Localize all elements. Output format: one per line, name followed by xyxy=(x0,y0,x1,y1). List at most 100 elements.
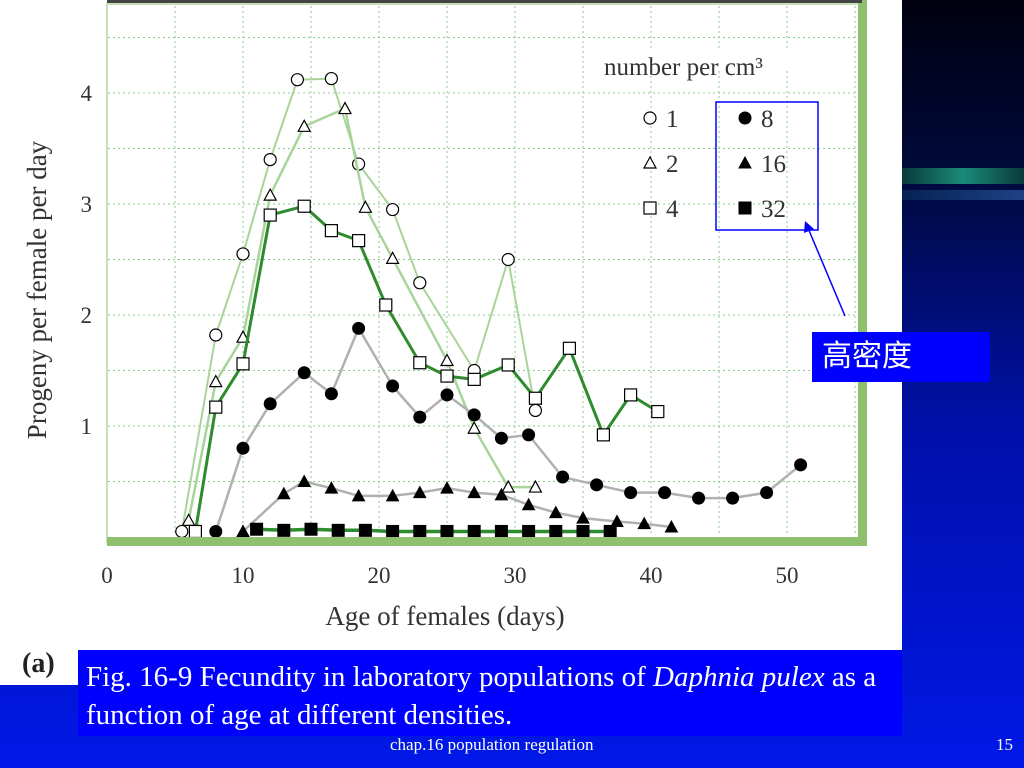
data-point xyxy=(209,328,223,342)
y-tick-label: 4 xyxy=(81,81,93,106)
caption-suffix: as a function of age at different densit… xyxy=(86,661,877,731)
legend-marker-4 xyxy=(643,201,657,215)
data-point xyxy=(528,403,543,418)
legend-highlight-box xyxy=(715,101,819,231)
data-point xyxy=(413,524,427,538)
data-point xyxy=(522,428,536,442)
caption-species: Daphnia pulex xyxy=(653,661,825,693)
data-point xyxy=(760,486,774,500)
legend-marker-8 xyxy=(738,111,752,125)
legend-title: number per cm³ xyxy=(604,54,763,81)
x-tick-label: 10 xyxy=(232,563,255,588)
data-point xyxy=(528,479,543,493)
data-point xyxy=(651,404,665,419)
series-16 xyxy=(236,474,679,537)
legend-label-1: 1 xyxy=(666,106,679,133)
footer-chapter-label: chap.16 population regulation xyxy=(390,735,594,754)
data-point xyxy=(290,73,304,87)
data-point xyxy=(467,420,482,434)
data-point xyxy=(352,321,366,335)
data-point xyxy=(440,481,454,494)
data-point xyxy=(304,522,318,536)
data-point xyxy=(358,523,372,537)
series-4 xyxy=(188,199,665,539)
x-tick-label: 50 xyxy=(776,563,799,588)
data-point xyxy=(494,431,508,445)
data-point xyxy=(236,524,250,537)
series-line-1 xyxy=(180,77,537,532)
data-point xyxy=(467,485,482,499)
data-point xyxy=(358,200,373,213)
data-point xyxy=(726,491,740,505)
data-point xyxy=(548,505,563,519)
data-point xyxy=(277,523,291,537)
data-point xyxy=(352,234,366,248)
data-point xyxy=(440,388,454,402)
plot-right-border xyxy=(858,0,867,546)
data-point xyxy=(236,441,250,455)
data-point xyxy=(324,481,339,494)
data-point xyxy=(351,488,366,502)
data-point xyxy=(236,247,250,261)
x-axis-bar xyxy=(107,537,862,546)
data-point xyxy=(324,71,338,86)
plot-area xyxy=(106,3,863,543)
data-point xyxy=(337,101,353,115)
data-point xyxy=(386,379,400,393)
data-point xyxy=(379,298,393,312)
legend-title-bg xyxy=(598,50,850,70)
data-point xyxy=(522,524,536,538)
data-point xyxy=(297,474,312,487)
data-point xyxy=(556,470,570,484)
legend-label-2: 2 xyxy=(666,151,679,178)
annotation-arrow xyxy=(807,227,846,317)
data-point xyxy=(528,391,543,405)
high-density-annotation: 高密度 xyxy=(812,332,990,382)
series-8 xyxy=(209,321,808,538)
y-tick-label: 3 xyxy=(81,192,93,217)
data-point xyxy=(263,153,277,167)
data-point xyxy=(596,428,611,442)
data-point xyxy=(637,516,652,530)
series-1 xyxy=(175,71,543,539)
data-point xyxy=(297,199,311,213)
data-point xyxy=(413,356,427,370)
legend-marker-32 xyxy=(738,201,752,215)
data-point xyxy=(331,523,345,537)
legend-label-8: 8 xyxy=(761,106,774,133)
series-32 xyxy=(250,522,617,538)
data-point xyxy=(208,374,223,388)
data-point xyxy=(467,408,481,422)
data-point xyxy=(263,208,277,222)
data-point xyxy=(385,251,400,264)
legend-marker-16 xyxy=(738,155,752,169)
data-point xyxy=(324,224,338,238)
caption-box xyxy=(78,650,902,736)
data-point xyxy=(175,524,189,539)
legend-marker-2 xyxy=(642,155,658,169)
data-point xyxy=(276,486,291,500)
data-point xyxy=(250,522,264,536)
data-point xyxy=(624,486,638,500)
data-point xyxy=(623,388,638,402)
x-tick-label: 0 xyxy=(101,563,113,588)
plot-top-border xyxy=(107,0,862,3)
data-point xyxy=(412,485,427,499)
page-number: 15 xyxy=(996,735,1013,754)
legend-label-4: 4 xyxy=(666,196,679,223)
data-point xyxy=(494,487,509,501)
slide-decoration-stripe-lower xyxy=(902,190,1024,200)
data-point xyxy=(440,524,454,538)
data-point xyxy=(297,366,311,380)
data-point xyxy=(440,369,454,383)
series-2 xyxy=(181,101,543,526)
data-point xyxy=(562,341,577,355)
data-point xyxy=(549,524,563,538)
data-point xyxy=(501,479,516,493)
y-axis-title: Progeny per female per day xyxy=(22,140,52,439)
data-point xyxy=(297,119,312,132)
data-point xyxy=(467,524,481,538)
data-point xyxy=(386,524,400,538)
data-point xyxy=(521,497,536,511)
annotation-arrowhead xyxy=(804,221,814,233)
